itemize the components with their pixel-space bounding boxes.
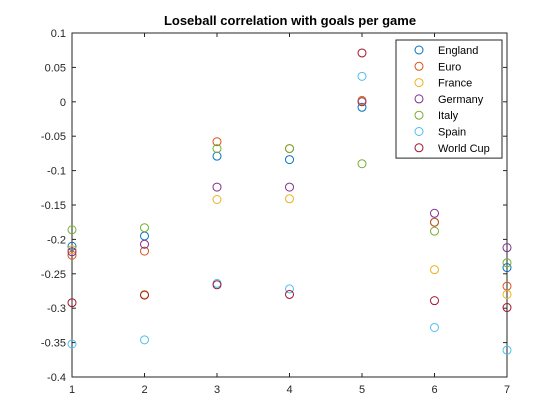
data-point — [67, 250, 77, 260]
series-germany — [67, 97, 512, 257]
y-tick-label: 0 — [60, 97, 66, 109]
legend-label: Spain — [438, 127, 466, 139]
data-point — [67, 339, 77, 349]
data-point — [502, 263, 512, 273]
data-point — [502, 258, 512, 268]
data-point — [430, 265, 439, 275]
data-point — [140, 223, 149, 233]
legend-marker — [414, 143, 424, 153]
data-point — [285, 182, 294, 192]
series-italy — [67, 144, 512, 268]
y-tick-label: -0.05 — [41, 131, 66, 143]
data-point — [212, 280, 222, 290]
legend: England Euro France Germany Italy Spain World … — [395, 39, 503, 159]
legend-label: England — [438, 45, 478, 57]
chart-title: Loseball correlation with goals per game — [164, 13, 416, 28]
data-point — [357, 48, 367, 58]
y-tick-label: 0.1 — [51, 28, 66, 40]
x-tick-label: 5 — [359, 384, 365, 396]
y-tick-label: 0.05 — [45, 62, 66, 74]
x-tick-label: 4 — [286, 384, 292, 396]
data-point — [285, 289, 294, 299]
legend-box — [395, 39, 503, 159]
data-point — [285, 155, 294, 165]
data-point — [212, 144, 222, 154]
data-point — [430, 322, 439, 332]
y-tick-label: -0.35 — [41, 338, 66, 350]
legend-marker — [414, 45, 424, 55]
data-point — [502, 289, 512, 299]
data-points — [67, 48, 512, 355]
y-tick-label: -0.1 — [47, 166, 66, 178]
data-point — [212, 137, 222, 147]
data-point — [357, 97, 367, 107]
data-point — [212, 194, 222, 204]
x-tick-label: 3 — [214, 384, 220, 396]
x-tick-label: 6 — [431, 384, 437, 396]
data-point — [430, 208, 439, 218]
data-point — [140, 239, 149, 249]
legend-label: Germany — [438, 94, 484, 106]
y-tick-label: -0.4 — [47, 372, 66, 384]
data-point — [140, 246, 149, 256]
data-point — [67, 225, 77, 235]
legend-label: Euro — [438, 61, 461, 73]
data-point — [285, 144, 294, 154]
legend-marker — [414, 61, 424, 71]
data-point — [140, 290, 149, 300]
y-tick-label: -0.3 — [47, 303, 66, 315]
x-tick-label: 1 — [69, 384, 75, 396]
y-axis: 0.1 0.05 0 -0.05 -0.1 -0.15 -0.2 -0.25 -0.3 -0.35… — [41, 28, 507, 384]
x-tick-label: 2 — [141, 384, 147, 396]
data-point — [357, 102, 367, 112]
data-point — [67, 247, 77, 257]
data-point — [285, 284, 294, 294]
data-point — [357, 71, 367, 81]
data-point — [430, 226, 439, 236]
data-point — [67, 241, 77, 251]
data-point — [67, 298, 77, 308]
data-point — [502, 243, 512, 253]
legend-marker — [414, 78, 424, 88]
y-tick-label: -0.15 — [41, 200, 66, 212]
data-point — [357, 159, 367, 169]
data-point — [502, 303, 512, 313]
series-world-cup — [67, 48, 512, 313]
data-point — [285, 194, 294, 204]
data-point — [212, 182, 222, 192]
y-tick-label: -0.25 — [41, 269, 66, 281]
legend-label: World Cup — [438, 143, 490, 155]
legend-marker — [414, 94, 424, 104]
legend-marker — [414, 127, 424, 136]
x-axis: 1 2 3 4 5 6 7 — [69, 33, 510, 396]
data-point — [430, 217, 439, 227]
legend-marker — [414, 110, 424, 120]
x-tick-label: 7 — [504, 384, 510, 396]
data-point — [430, 296, 439, 306]
y-tick-label: -0.2 — [47, 234, 66, 246]
legend-label: France — [438, 78, 472, 90]
legend-label: Italy — [438, 110, 459, 122]
data-point — [140, 335, 149, 345]
data-point — [502, 345, 512, 355]
data-point — [67, 245, 77, 255]
